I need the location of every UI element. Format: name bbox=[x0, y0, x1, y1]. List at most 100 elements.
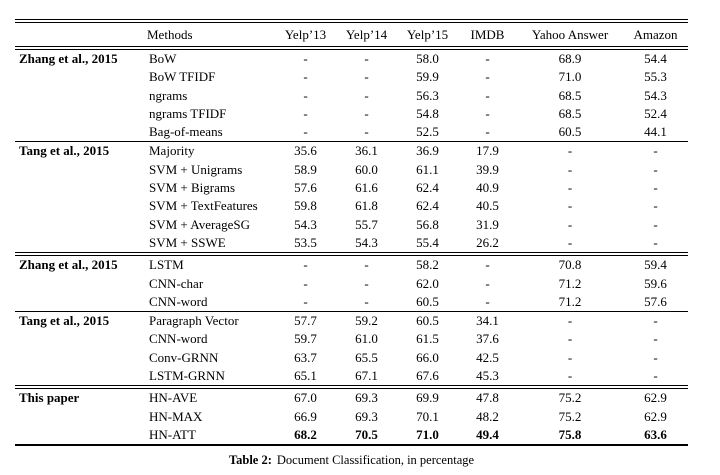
value-cell: - bbox=[364, 275, 369, 291]
value-cell: 59.4 bbox=[644, 257, 667, 273]
value-cell: 59.6 bbox=[644, 275, 667, 291]
table-row: CNN-word 59.7 61.0 61.5 37.6 - - bbox=[15, 330, 688, 348]
table-row: Tang et al., 2015 Paragraph Vector 57.7 59.… bbox=[15, 312, 688, 331]
group-label: Tang et al., 2015 bbox=[19, 143, 110, 159]
method-cell: SVM + Unigrams bbox=[149, 161, 243, 177]
value-cell: - bbox=[567, 180, 573, 196]
value-cell: 62.9 bbox=[644, 390, 667, 406]
value-cell: 40.5 bbox=[476, 198, 499, 214]
value-cell: - bbox=[364, 124, 369, 140]
value-cell: 54.3 bbox=[294, 216, 317, 232]
value-cell: - bbox=[364, 293, 369, 309]
column-header-yelp-15: Yelp’15 bbox=[406, 27, 449, 42]
value-cell: 57.6 bbox=[644, 293, 667, 309]
value-cell: - bbox=[485, 105, 490, 121]
column-header-yelp-14: Yelp’14 bbox=[345, 27, 388, 42]
value-cell: 52.5 bbox=[416, 124, 439, 140]
value-cell: - bbox=[485, 69, 490, 85]
value-cell: - bbox=[653, 180, 658, 196]
method-cell: ngrams TFIDF bbox=[149, 105, 227, 121]
table-group: Tang et al., 2015 Paragraph Vector 57.7 59.… bbox=[15, 311, 688, 388]
value-cell: 59.7 bbox=[294, 331, 317, 347]
value-cell: - bbox=[364, 51, 369, 66]
table-row: LSTM-GRNN 65.1 67.1 67.6 45.3 - - bbox=[15, 367, 688, 387]
value-cell: - bbox=[653, 331, 658, 347]
value-cell: 68.5 bbox=[558, 87, 582, 103]
table-row: Conv-GRNN 63.7 65.5 66.0 42.5 - - bbox=[15, 349, 688, 367]
value-cell: - bbox=[567, 143, 573, 159]
value-cell: - bbox=[653, 216, 658, 232]
value-cell: - bbox=[303, 124, 308, 140]
value-cell: - bbox=[485, 293, 490, 309]
method-cell: BoW bbox=[149, 51, 177, 66]
value-cell: 61.5 bbox=[416, 331, 439, 347]
value-cell: 61.8 bbox=[355, 198, 378, 214]
value-cell: 58.2 bbox=[416, 257, 439, 273]
value-cell: - bbox=[303, 293, 308, 309]
value-cell: 59.9 bbox=[416, 69, 439, 85]
column-header-methods: Methods bbox=[147, 27, 193, 42]
value-cell: 63.7 bbox=[294, 349, 317, 365]
value-cell: - bbox=[364, 69, 369, 85]
group-label: Tang et al., 2015 bbox=[19, 313, 110, 329]
method-cell: Paragraph Vector bbox=[149, 313, 239, 329]
value-cell: 53.5 bbox=[294, 234, 317, 250]
value-cell: 36.9 bbox=[416, 143, 439, 159]
table-row: Tang et al., 2015 Majority 35.6 36.1 36.9 17.… bbox=[15, 142, 688, 161]
results-table-container: Methods Yelp’13 Yelp’14 Yelp’15 IMDB Yahoo An… bbox=[15, 19, 688, 446]
value-cell: 75.2 bbox=[558, 408, 582, 424]
group-label: This paper bbox=[19, 390, 80, 406]
value-cell: - bbox=[653, 313, 658, 329]
group-label: Zhang et al., 2015 bbox=[19, 51, 118, 66]
value-cell: 56.8 bbox=[416, 216, 439, 232]
value-cell: 75.8 bbox=[558, 426, 582, 442]
value-cell: - bbox=[653, 143, 658, 159]
value-cell: 70.1 bbox=[416, 408, 439, 424]
value-cell: 61.0 bbox=[355, 331, 378, 347]
method-cell: HN-AVE bbox=[149, 390, 198, 406]
method-cell: SVM + Bigrams bbox=[149, 180, 236, 196]
table-row: ngrams TFIDF - - 54.8 - 68.5 52.4 bbox=[15, 105, 688, 123]
method-cell: HN-ATT bbox=[149, 426, 196, 442]
value-cell: - bbox=[567, 216, 573, 232]
method-cell: ngrams bbox=[149, 87, 188, 103]
method-cell: CNN-word bbox=[149, 293, 208, 309]
value-cell: - bbox=[653, 161, 658, 177]
value-cell: - bbox=[653, 234, 658, 250]
value-cell: - bbox=[364, 87, 369, 103]
value-cell: 71.2 bbox=[558, 275, 582, 291]
value-cell: - bbox=[303, 69, 308, 85]
value-cell: 56.3 bbox=[416, 87, 439, 103]
table-caption-text: Document Classification, in percentage bbox=[276, 453, 475, 467]
value-cell: 58.9 bbox=[294, 161, 317, 177]
value-cell: 61.1 bbox=[416, 161, 439, 177]
value-cell: - bbox=[303, 51, 308, 66]
value-cell: 57.7 bbox=[294, 313, 317, 329]
value-cell: 37.6 bbox=[476, 331, 499, 347]
value-cell: 71.2 bbox=[558, 293, 582, 309]
value-cell: 58.0 bbox=[416, 51, 439, 66]
value-cell: 49.4 bbox=[476, 426, 499, 442]
value-cell: 55.7 bbox=[355, 216, 378, 232]
column-header-amazon: Amazon bbox=[633, 27, 678, 42]
value-cell: 67.1 bbox=[355, 368, 378, 384]
value-cell: 47.8 bbox=[476, 390, 499, 406]
value-cell: 52.4 bbox=[644, 105, 667, 121]
table-row: CNN-char - - 62.0 - 71.2 59.6 bbox=[15, 275, 688, 293]
method-cell: SVM + SSWE bbox=[149, 234, 226, 250]
value-cell: 69.3 bbox=[355, 390, 378, 406]
value-cell: 54.8 bbox=[416, 105, 439, 121]
value-cell: 54.3 bbox=[355, 234, 378, 250]
method-cell: LSTM-GRNN bbox=[149, 368, 225, 384]
value-cell: 62.9 bbox=[644, 408, 667, 424]
value-cell: 66.9 bbox=[294, 408, 317, 424]
value-cell: 26.2 bbox=[476, 234, 499, 250]
value-cell: 68.9 bbox=[558, 51, 582, 66]
value-cell: - bbox=[485, 87, 490, 103]
value-cell: - bbox=[653, 198, 658, 214]
value-cell: 71.0 bbox=[416, 426, 439, 442]
method-cell: SVM + AverageSG bbox=[149, 216, 250, 232]
value-cell: 66.0 bbox=[416, 349, 439, 365]
value-cell: - bbox=[303, 257, 308, 273]
method-cell: BoW TFIDF bbox=[149, 69, 216, 85]
